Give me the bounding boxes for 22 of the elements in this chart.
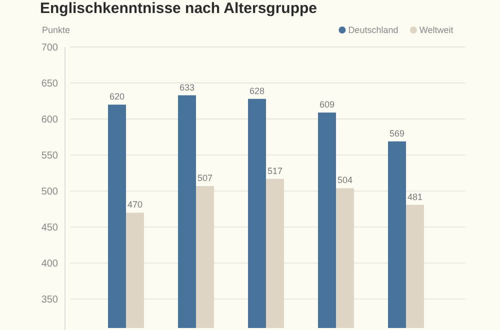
data-label: 609: [319, 100, 335, 110]
data-label: 628: [249, 86, 265, 96]
data-label: 620: [109, 92, 125, 102]
y-tick-label: 700: [41, 42, 58, 54]
y-tick-label: 350: [41, 294, 58, 306]
data-label: 504: [337, 175, 353, 186]
data-label: 470: [127, 200, 143, 210]
y-tick-label: 500: [41, 186, 58, 198]
y-tick-label: 450: [41, 222, 58, 234]
data-label: 507: [197, 173, 213, 184]
data-label: 569: [389, 128, 405, 138]
data-label: 481: [407, 192, 423, 202]
data-label: 633: [179, 82, 195, 92]
chart-title: Englischkenntnisse nach Altersgruppe: [40, 0, 318, 17]
y-axis-title: Punkte: [42, 25, 70, 35]
legend-label: Weltweit: [419, 25, 454, 35]
y-tick-label: 550: [41, 150, 58, 162]
data-label: 517: [267, 166, 283, 176]
y-tick-label: 400: [41, 258, 58, 270]
y-tick-label: 650: [41, 78, 58, 90]
y-tick-label: 600: [41, 114, 58, 126]
legend-label: Deutschland: [348, 25, 398, 35]
